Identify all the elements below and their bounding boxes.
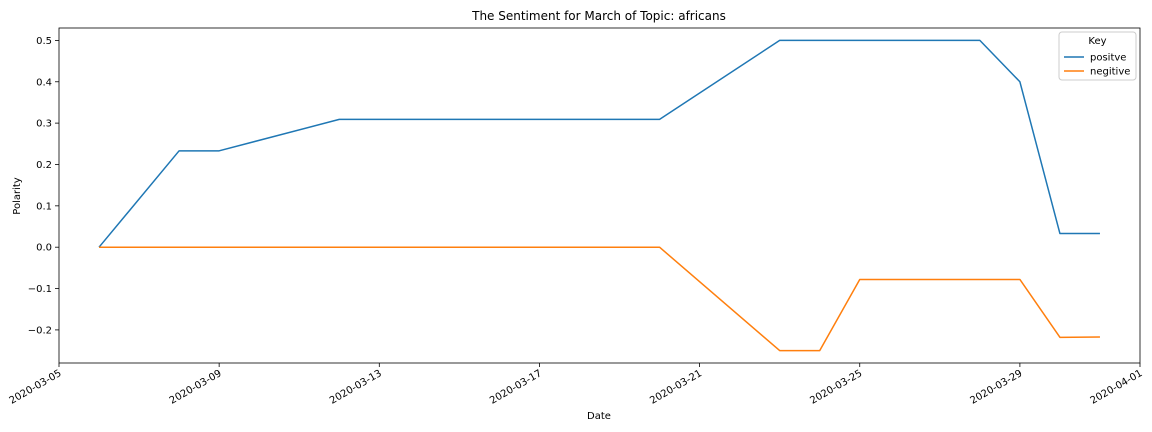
legend-label: negitive: [1090, 67, 1130, 78]
legend-label: positve: [1090, 53, 1126, 64]
x-tick-label: 2020-03-29: [969, 368, 1025, 407]
y-tick-label: 0.1: [36, 201, 52, 212]
y-tick-label: −0.1: [28, 284, 52, 295]
y-tick-label: 0.5: [36, 36, 52, 47]
x-tick-label: 2020-03-21: [648, 368, 704, 407]
x-tick-label: 2020-03-13: [328, 368, 384, 407]
y-tick-label: 0.0: [36, 243, 52, 254]
axes-frame: [58, 27, 1141, 364]
y-tick-label: 0.2: [36, 160, 52, 171]
y-tick-label: −0.2: [28, 325, 52, 336]
x-tick-label: 2020-03-17: [488, 368, 544, 407]
y-tick-label: 0.3: [36, 119, 52, 130]
plot-area: −0.2 −0.1 0.0 0.1 0.2 0.3 0.4 0.5 2020-03-05 2020…: [8, 27, 1145, 407]
x-tick-label: 2020-03-09: [168, 368, 224, 407]
x-tick-label: 2020-04-01: [1089, 368, 1145, 407]
legend-box: [1058, 31, 1137, 81]
series-line-positve: [98, 39, 1100, 248]
y-tick-label: 0.4: [36, 77, 52, 88]
series-line-negitive: [99, 246, 1100, 352]
x-tick-label: 2020-03-05: [8, 368, 64, 407]
y-axis-label: Polarity: [12, 177, 23, 215]
x-tick-label: 2020-03-25: [808, 368, 864, 407]
x-axis-label: Date: [587, 411, 611, 422]
chart-title: The Sentiment for March of Topic: africa…: [471, 9, 726, 23]
legend: Key positve negitive: [1058, 31, 1137, 81]
legend-title: Key: [1088, 36, 1106, 47]
